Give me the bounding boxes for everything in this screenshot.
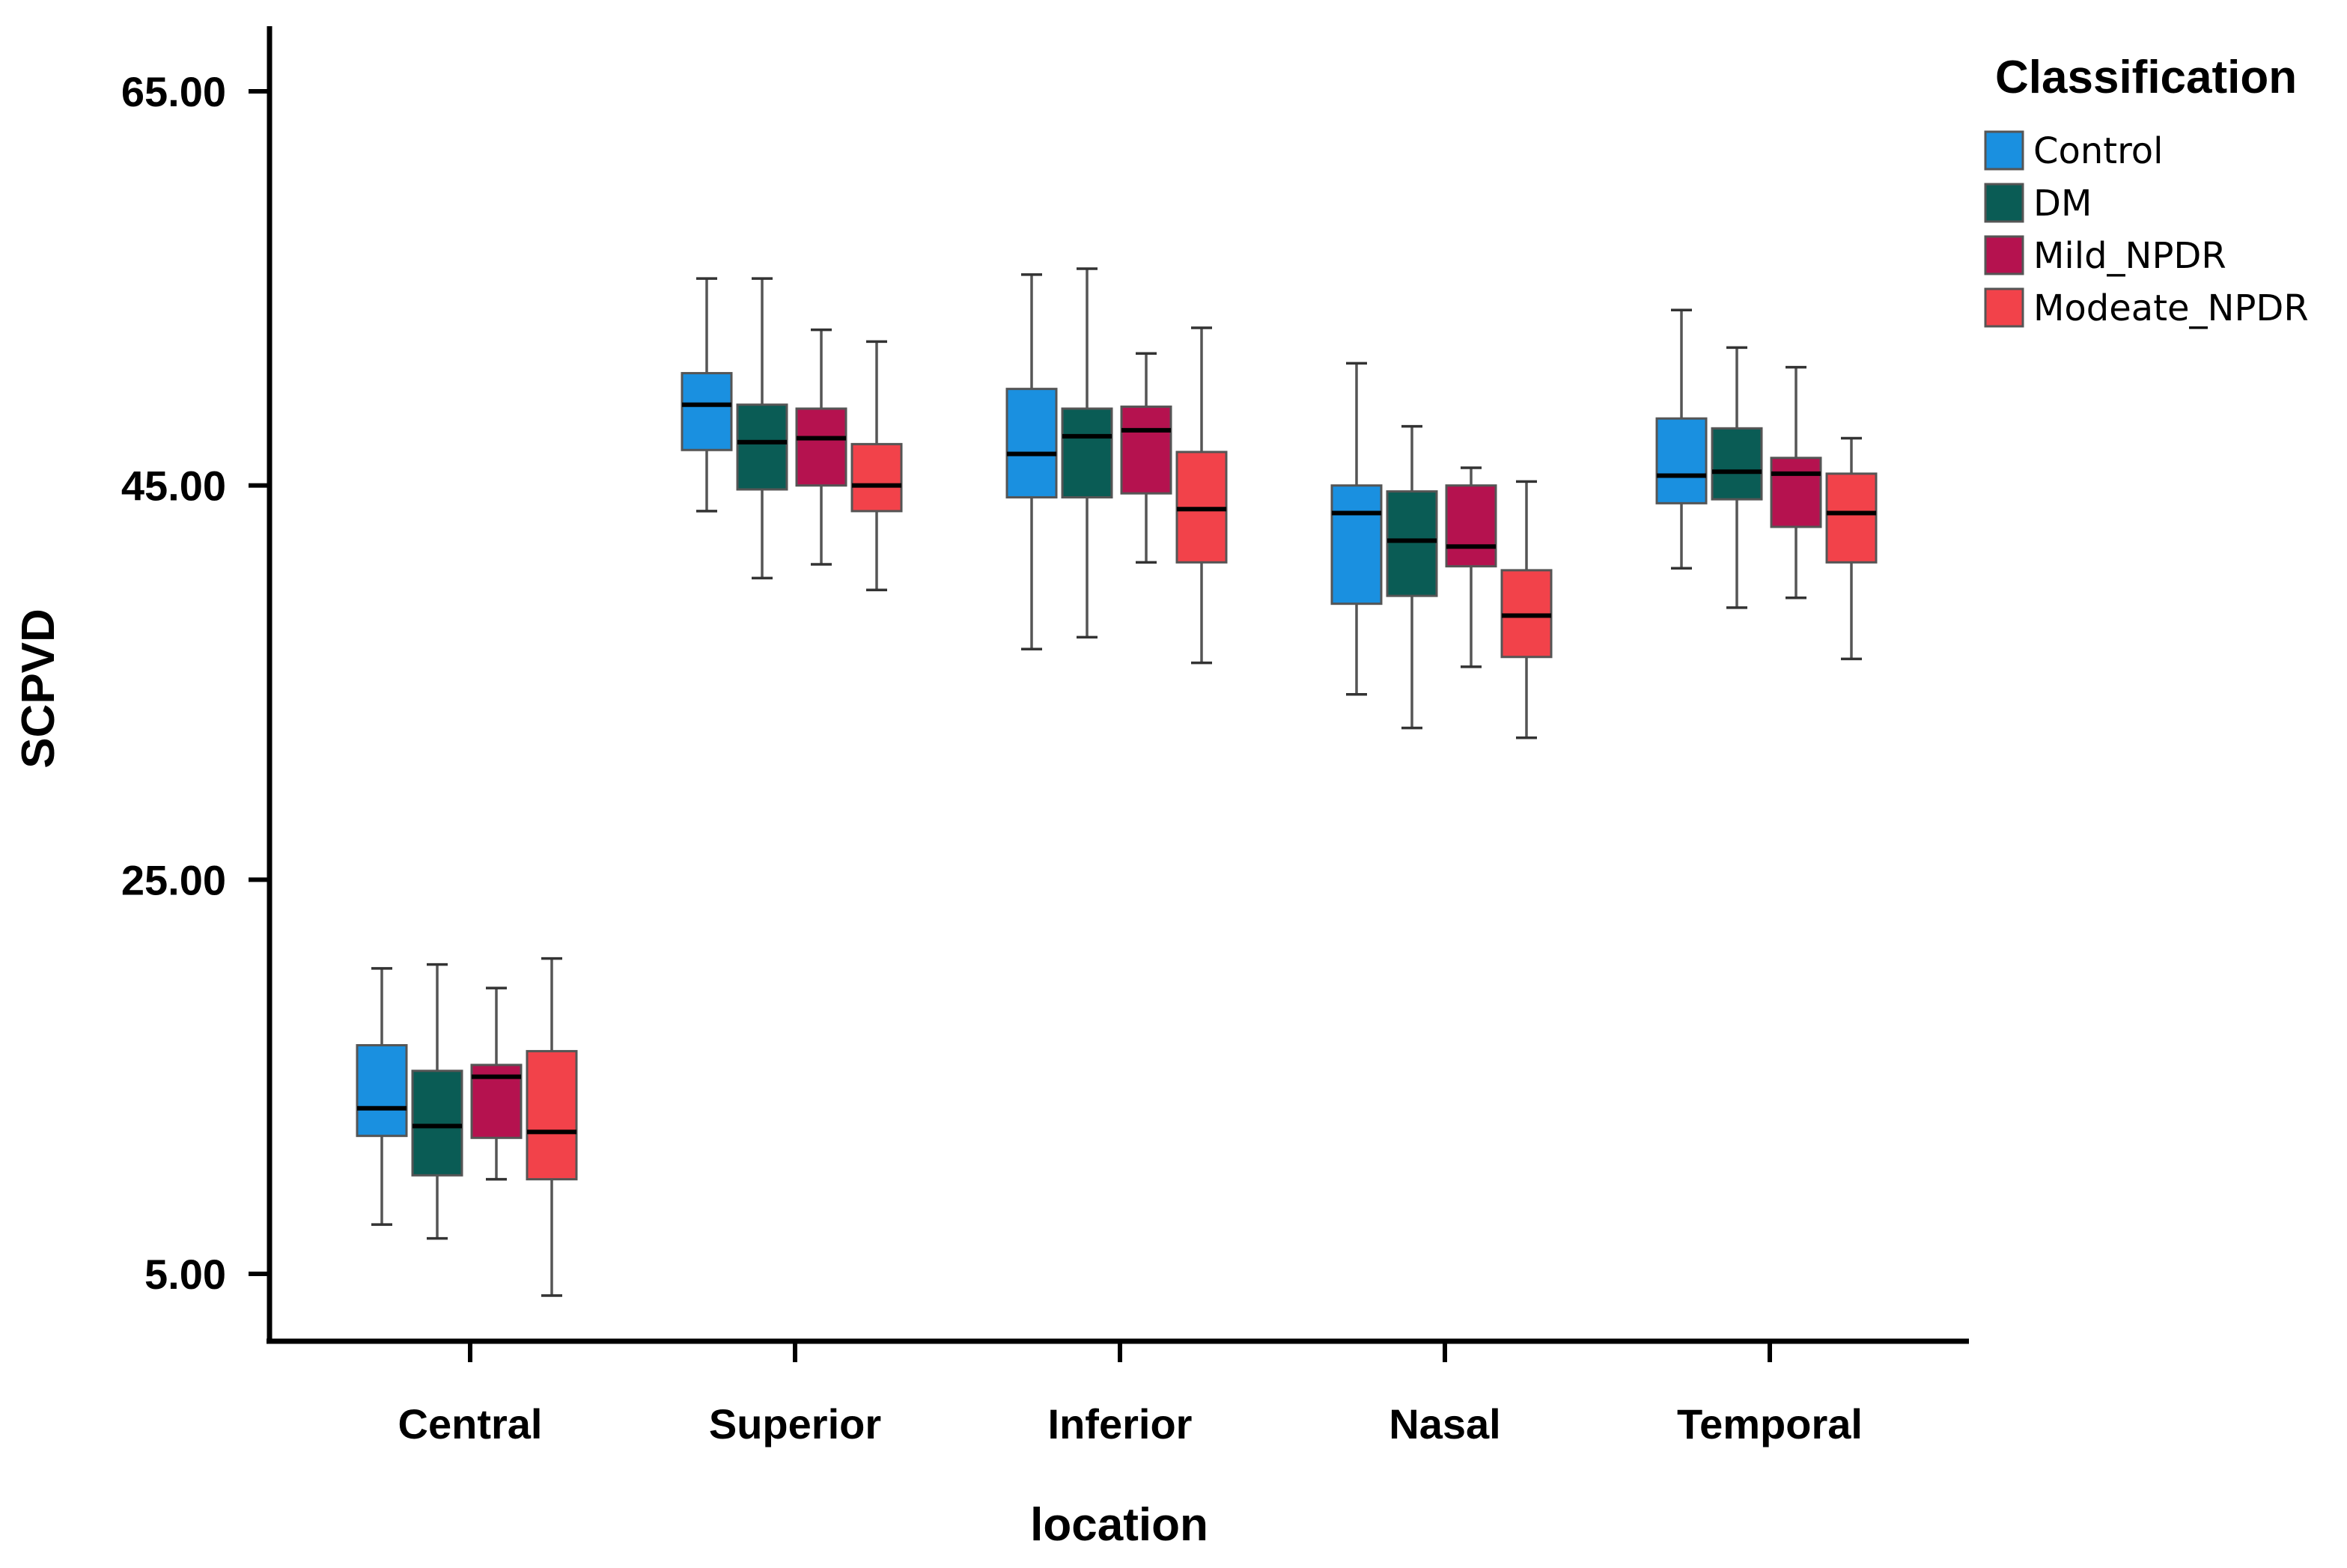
box-iqr [795,407,847,487]
box-control-superior [681,277,733,513]
box-mild_npdr-nasal [1445,466,1497,668]
legend-label-mild_npdr: Mild_NPDR [2033,235,2226,277]
x-tick-label: Temporal [1677,1400,1863,1447]
box-iqr [850,442,903,513]
box-iqr [1445,484,1497,568]
box-modeate_npdr-superior [850,340,903,591]
y-axis-title: SCPVD [13,608,64,769]
boxes [356,267,1878,1297]
x-tick-label: Superior [709,1400,881,1447]
box-control-inferior [1005,273,1058,650]
box-iqr [736,403,788,491]
box-iqr [681,372,733,451]
legend-title: Classification [1995,52,2297,103]
x-tick-label: Nasal [1389,1400,1500,1447]
box-dm-superior [736,277,788,580]
y-tick-label: 25.00 [121,856,226,903]
x-axis-ticks: Central Superior Inferior Nasal Temporal [398,1341,1863,1447]
box-iqr [526,1049,578,1181]
x-axis-title: location [1030,1499,1208,1551]
legend-swatch-dm [1984,183,2024,223]
legend-label-modeate_npdr: Modeate_NPDR [2033,287,2309,329]
box-iqr [1770,457,1822,528]
box-mild_npdr-temporal [1770,365,1822,600]
box-iqr [1330,484,1383,605]
box-mild_npdr-superior [795,328,847,566]
y-axis-ticks: 5.00 25.00 45.00 65.00 [121,68,270,1298]
box-dm-temporal [1711,346,1763,609]
box-modeate_npdr-temporal [1825,436,1878,661]
box-iqr [1711,427,1763,501]
legend-swatch-mild_npdr [1984,235,2024,275]
legend: Classification Control DM Mild_NPDR Modeate… [1984,52,2309,329]
box-dm-nasal [1386,424,1438,730]
box-dm-central [411,963,463,1240]
box-iqr [411,1070,463,1177]
box-mild_npdr-inferior [1120,352,1172,564]
box-dm-inferior [1061,267,1113,639]
box-iqr [1825,472,1878,564]
box-iqr [1005,388,1058,498]
box-mild_npdr-central [470,986,523,1181]
legend-swatch-control [1984,130,2024,171]
box-control-central [356,967,408,1226]
box-control-nasal [1330,362,1383,696]
x-tick-label: Inferior [1048,1400,1193,1447]
x-tick-label: Central [398,1400,543,1447]
legend-label-dm: DM [2033,183,2092,225]
box-modeate_npdr-inferior [1175,326,1228,665]
box-iqr [1120,405,1172,495]
legend-swatch-modeate_npdr [1984,287,2024,328]
y-tick-label: 45.00 [121,463,226,510]
box-iqr [1386,490,1438,597]
legend-label-control: Control [2033,130,2164,172]
box-modeate_npdr-central [526,957,578,1297]
box-iqr [356,1044,408,1138]
box-control-temporal [1655,308,1708,570]
box-iqr [1655,417,1708,504]
y-tick-label: 5.00 [144,1251,226,1298]
box-modeate_npdr-nasal [1500,480,1553,739]
y-tick-label: 65.00 [121,68,226,115]
box-iqr [1061,407,1113,498]
